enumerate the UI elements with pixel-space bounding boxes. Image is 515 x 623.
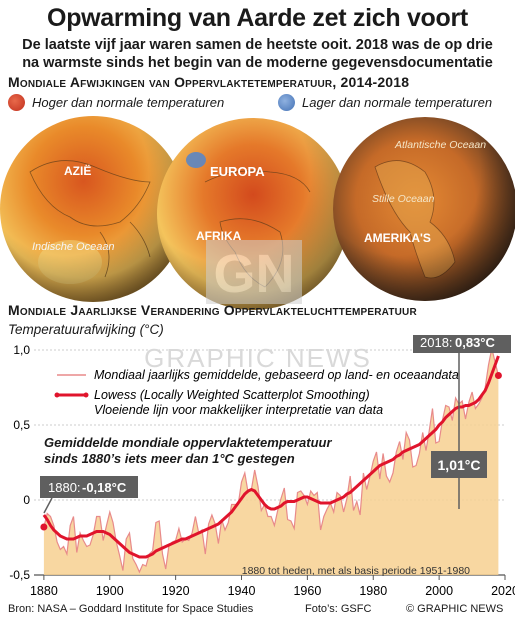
- legend-lowess-label-1: Lowess (Locally Weighted Scatterplot Smo…: [94, 388, 370, 402]
- annotation: Gemiddelde mondiale oppervlaktetemperatu…: [44, 435, 332, 466]
- label-stille: Stille Oceaan: [372, 193, 435, 205]
- footer-source: Bron: NASA – Goddard Institute for Space…: [8, 603, 254, 615]
- chart-legend: Mondiaal jaarlijks gemiddelde, gebaseerd…: [54, 368, 459, 417]
- page-title: Opwarming van Aarde zet zich voort: [47, 4, 468, 32]
- x-tick-label: 1940: [228, 584, 256, 598]
- map-legend-cold: Lager dan normale temperaturen: [278, 94, 492, 111]
- temperature-chart: -0,5 0 0,5 1,0 1880 1900 1920 1940 1960 1980 2000 2…: [9, 335, 515, 598]
- y-tick-label: 0,5: [13, 418, 30, 432]
- page-subtitle: De laatste vijf jaar waren samen de heet…: [22, 37, 493, 71]
- label-amerikas: AMERIKA'S: [364, 231, 431, 245]
- endpoint-marker: [40, 523, 48, 531]
- watermark-text: GRAPHIC NEWS: [144, 343, 372, 373]
- callout-2018-year: 2018:: [420, 335, 453, 350]
- x-tick-label: 2020: [491, 584, 515, 598]
- globe-americas: [333, 117, 515, 301]
- callout-1880-year: 1880:: [48, 480, 81, 495]
- area-fill: [43, 348, 499, 575]
- x-tick-label: 1900: [96, 584, 124, 598]
- label-indische: Indische Oceaan: [32, 241, 115, 253]
- map-legend-warm-label: Hoger dan normale temperaturen: [32, 95, 225, 110]
- map-legend-cold-label: Lager dan normale temperaturen: [302, 95, 493, 110]
- label-indische-text: Indische Oceaan: [32, 241, 115, 253]
- callout-1880: 1880: -0,18°C: [40, 476, 138, 498]
- cold-swatch-icon: [278, 94, 295, 111]
- x-tick-label: 1960: [293, 584, 321, 598]
- annotation-line-1: Gemiddelde mondiale oppervlaktetemperatu…: [44, 435, 332, 450]
- x-tick-label: 1880: [30, 584, 58, 598]
- y-tick-label: -0,5: [9, 568, 30, 582]
- globe-asia: [0, 116, 186, 302]
- callout-rise-value: 1,01°C: [438, 457, 481, 473]
- x-tick-label: 2000: [425, 584, 453, 598]
- graphic-news-logo: GN: [206, 240, 302, 304]
- map-legend-warm: Hoger dan normale temperaturen: [8, 94, 224, 111]
- y-axis-label: Temperatuurafwijking (°C): [8, 322, 164, 337]
- lowess-line: [42, 355, 500, 559]
- callout-2018-value: 0,83°C: [455, 335, 496, 350]
- label-europa: EUROPA: [210, 164, 265, 179]
- label-afrika: AFRIKA: [196, 229, 242, 243]
- y-tick-label: 1,0: [13, 343, 30, 357]
- endpoint-marker: [494, 372, 502, 379]
- label-azie: AZIË: [64, 163, 91, 178]
- chart-section-title: Mondiale Jaarlijkse Verandering Oppervla…: [8, 302, 417, 318]
- legend-annual-label: Mondiaal jaarlijks gemiddelde, gebaseerd…: [94, 368, 459, 382]
- globes-panel: AZIË Indische Oceaan EUROPA AFRIKA Atlan…: [0, 116, 515, 310]
- callout-1880-pointer: [43, 497, 53, 514]
- callout-rise: 1,01°C: [431, 353, 487, 509]
- annotation-line-2: sinds 1880’s iets meer dan 1°C gestegen: [44, 451, 295, 466]
- logo-text: GN: [214, 244, 295, 304]
- y-tick-label: 0: [23, 493, 30, 507]
- x-tick-label: 1980: [359, 584, 387, 598]
- label-atlantische: Atlantische Oceaan: [394, 139, 486, 151]
- footer-photos: Foto’s: GSFC: [305, 603, 372, 615]
- warm-swatch-icon: [8, 94, 25, 111]
- x-tick-label: 1920: [162, 584, 190, 598]
- baseline-note: 1880 tot heden, met als basis periode 19…: [242, 565, 470, 577]
- maps-section-title: Mondiale Afwijkingen van Oppervlaktetemp…: [8, 74, 410, 90]
- legend-lowess-label-2: Vloeiende lijn voor makkelijker interpre…: [94, 403, 383, 417]
- footer-copyright: © GRAPHIC NEWS: [406, 603, 504, 615]
- annual-line: [43, 348, 499, 574]
- callout-2018: 2018: 0,83°C: [413, 335, 511, 353]
- callout-1880-value: -0,18°C: [82, 480, 127, 495]
